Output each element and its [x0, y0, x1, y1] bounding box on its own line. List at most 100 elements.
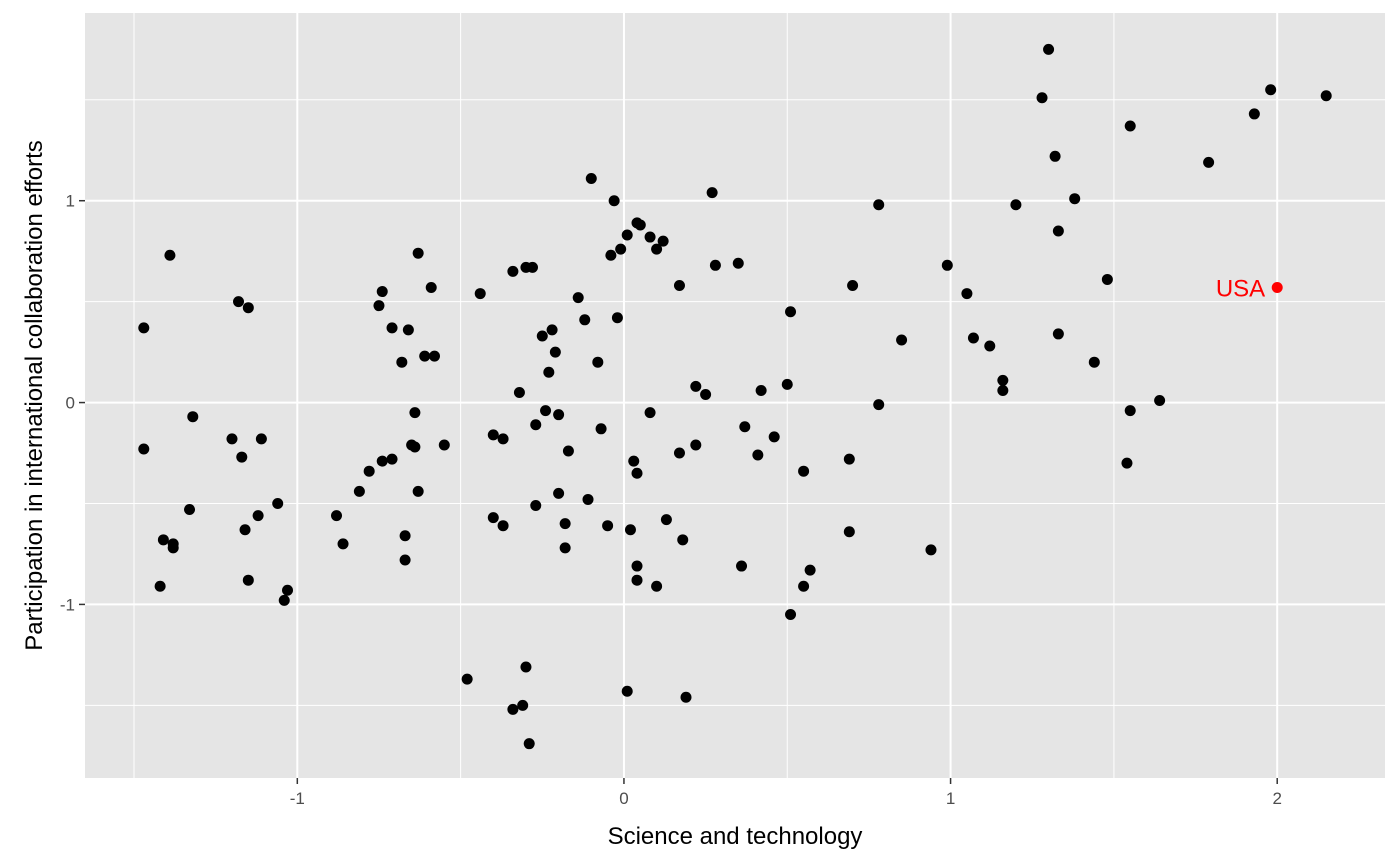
- data-point: [631, 467, 643, 479]
- data-point: [628, 455, 640, 467]
- data-point: [634, 219, 646, 231]
- data-point: [582, 493, 594, 505]
- data-point: [755, 384, 767, 396]
- data-point: [396, 356, 408, 368]
- data-point: [236, 451, 248, 463]
- data-point: [602, 520, 614, 532]
- data-point: [1052, 225, 1064, 237]
- data-point: [1036, 92, 1048, 104]
- data-point: [677, 534, 689, 546]
- data-point: [553, 409, 565, 421]
- x-tick-label: 1: [946, 789, 955, 808]
- data-point: [419, 350, 431, 362]
- data-point: [611, 312, 623, 324]
- data-point: [559, 542, 571, 554]
- data-point: [651, 243, 663, 255]
- data-point: [167, 542, 179, 554]
- data-point: [673, 447, 685, 459]
- data-point: [409, 441, 421, 453]
- data-point: [1121, 457, 1133, 469]
- data-point: [412, 247, 424, 259]
- data-point: [530, 419, 542, 431]
- data-point: [768, 431, 780, 443]
- data-point: [428, 350, 440, 362]
- data-point: [592, 356, 604, 368]
- data-point: [1320, 90, 1332, 102]
- data-point: [373, 300, 385, 312]
- data-point: [657, 235, 669, 247]
- data-point: [1248, 108, 1260, 120]
- data-point: [615, 243, 627, 255]
- data-point: [399, 554, 411, 566]
- data-point: [226, 433, 238, 445]
- data-point: [984, 340, 996, 352]
- data-point: [526, 261, 538, 273]
- y-tick-label: 0: [66, 394, 75, 413]
- usa-label: USA: [1216, 276, 1265, 303]
- data-point: [1069, 193, 1081, 205]
- data-point: [690, 439, 702, 451]
- data-point: [138, 443, 150, 455]
- data-point: [1043, 43, 1055, 55]
- data-point: [631, 574, 643, 586]
- data-point: [785, 609, 797, 621]
- data-point: [873, 399, 885, 411]
- data-point: [386, 322, 398, 334]
- data-point: [673, 279, 685, 291]
- data-point: [252, 510, 264, 522]
- data-point: [660, 514, 672, 526]
- data-point: [425, 282, 437, 294]
- data-point: [847, 279, 859, 291]
- data-point: [1088, 356, 1100, 368]
- data-point: [187, 411, 199, 423]
- y-tick-label: -1: [60, 595, 75, 614]
- data-point: [559, 518, 571, 530]
- data-point: [562, 445, 574, 457]
- data-point: [967, 332, 979, 344]
- data-point: [255, 433, 267, 445]
- data-point: [585, 173, 597, 185]
- data-point: [402, 324, 414, 336]
- data-point: [507, 703, 519, 715]
- data-point: [399, 530, 411, 542]
- x-axis-title: Science and technology: [608, 823, 863, 850]
- data-point: [438, 439, 450, 451]
- data-point: [843, 526, 855, 538]
- data-point: [282, 584, 294, 596]
- data-point: [896, 334, 908, 346]
- y-tick-label: 1: [66, 192, 75, 211]
- data-point: [624, 524, 636, 536]
- data-point: [621, 685, 633, 697]
- data-point: [184, 504, 196, 516]
- x-tick-label: -1: [290, 789, 305, 808]
- data-point: [517, 699, 529, 711]
- data-point: [520, 661, 532, 673]
- data-point: [1049, 150, 1061, 162]
- data-point: [709, 259, 721, 271]
- data-point: [376, 455, 388, 467]
- x-tick-label: 2: [1272, 789, 1281, 808]
- data-point: [843, 453, 855, 465]
- data-point: [1203, 156, 1215, 168]
- data-point: [941, 259, 953, 271]
- data-point: [1010, 199, 1022, 211]
- data-point: [579, 314, 591, 326]
- data-point: [138, 322, 150, 334]
- y-axis-title: Participation in international collabora…: [21, 140, 48, 651]
- data-point: [644, 231, 656, 243]
- data-point: [1124, 120, 1136, 132]
- data-point: [549, 346, 561, 358]
- data-point: [540, 405, 552, 417]
- usa-highlight-point: [1271, 282, 1283, 294]
- data-point: [513, 386, 525, 398]
- data-point: [242, 302, 254, 314]
- data-point: [536, 330, 548, 342]
- data-point: [376, 286, 388, 298]
- data-point: [242, 574, 254, 586]
- data-point: [781, 378, 793, 390]
- data-point: [644, 407, 656, 419]
- data-point: [233, 296, 245, 308]
- data-point: [608, 195, 620, 207]
- data-point: [680, 691, 692, 703]
